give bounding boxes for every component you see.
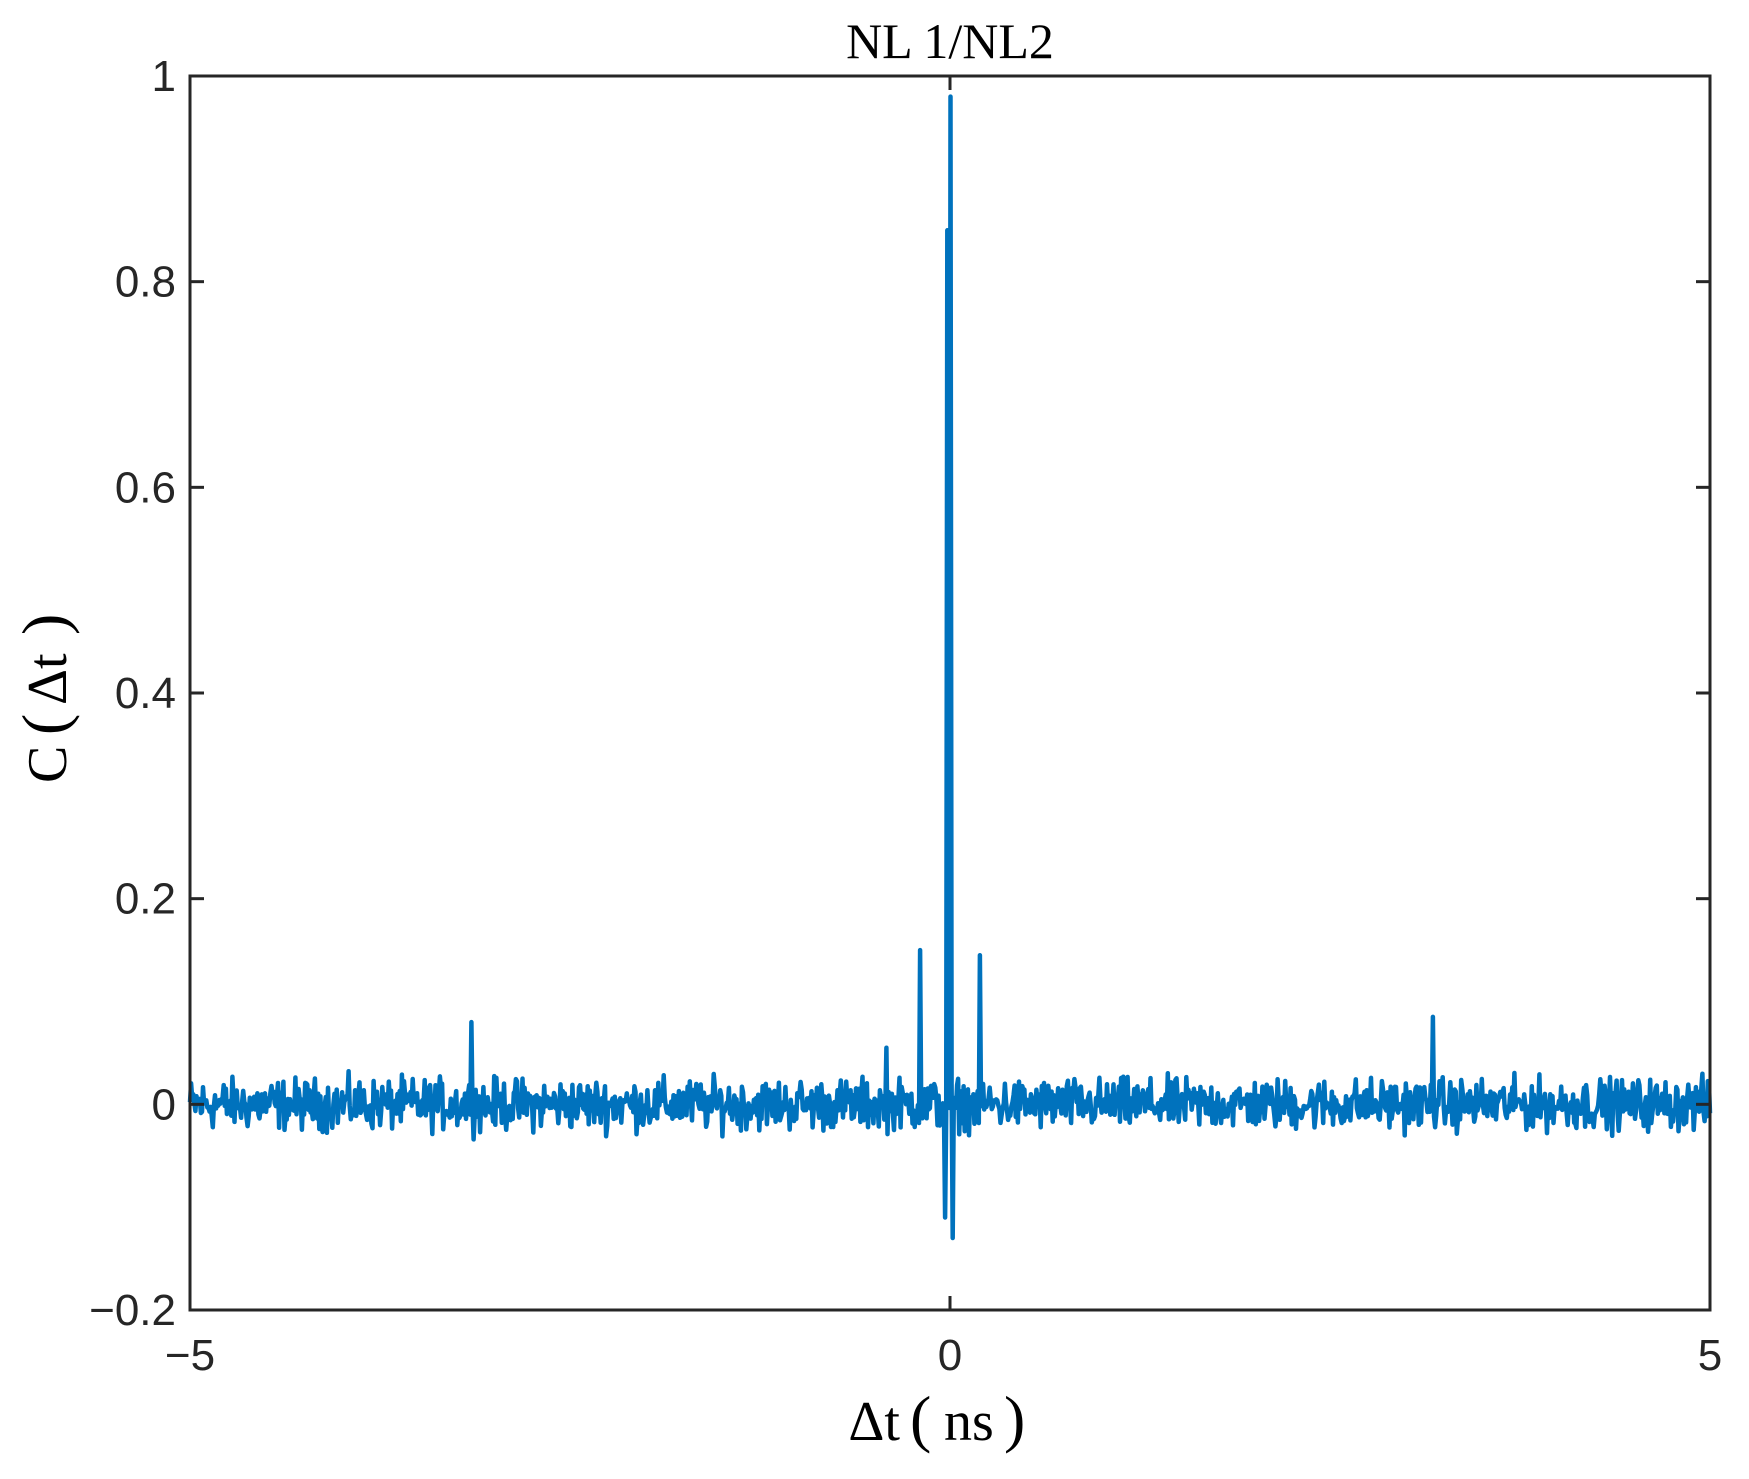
y-tick-label: −0.2 [89,1286,176,1335]
x-tick-label: 5 [1698,1331,1722,1380]
y-tick-label: 0 [152,1080,176,1129]
x-axis-label: Δt ( ns ) [848,1383,1025,1454]
y-axis-func: C [17,746,79,783]
svg-text:Δt: Δt [848,1391,900,1453]
ticks-layer: −5 0 5 −0.2 0 0.2 0.4 0.6 0.8 1 [89,52,1722,1380]
x-tick-label: −5 [165,1331,215,1380]
y-tick-label: 0.2 [115,875,176,924]
x-axis-unit: ns [944,1391,994,1453]
x-axis-paren-open: ( [910,1383,931,1454]
y-tick-label: 0.4 [115,669,176,718]
y-tick-label: 0.6 [115,463,176,512]
series-line [187,94,1713,1241]
y-axis-label: C ( Δt ) [9,614,80,783]
y-tick-label: 1 [152,52,176,101]
x-axis-paren-close: ) [1004,1383,1025,1454]
y-axis-paren-close: ) [9,614,80,635]
y-tick-label: 0.8 [115,258,176,307]
x-axis-symbol: Δt [848,1391,900,1453]
x-tick-label: 0 [938,1331,962,1380]
chart-title: NL 1/NL2 [846,13,1054,69]
series-layer [187,94,1713,1241]
y-axis-paren-open: ( [9,714,80,735]
y-axis-arg: Δt [17,653,79,705]
